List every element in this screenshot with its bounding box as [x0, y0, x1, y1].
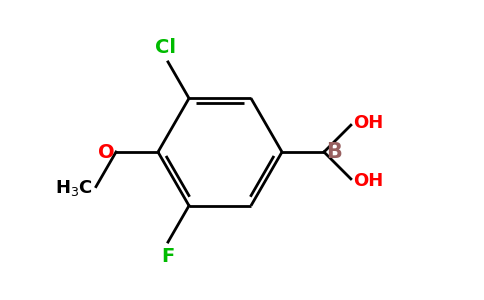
Text: H$_3$C: H$_3$C — [55, 178, 93, 198]
Text: O: O — [98, 142, 115, 161]
Text: F: F — [161, 247, 175, 266]
Text: OH: OH — [353, 114, 383, 132]
Text: OH: OH — [353, 172, 383, 190]
Text: B: B — [326, 142, 342, 162]
Text: Cl: Cl — [155, 38, 177, 57]
